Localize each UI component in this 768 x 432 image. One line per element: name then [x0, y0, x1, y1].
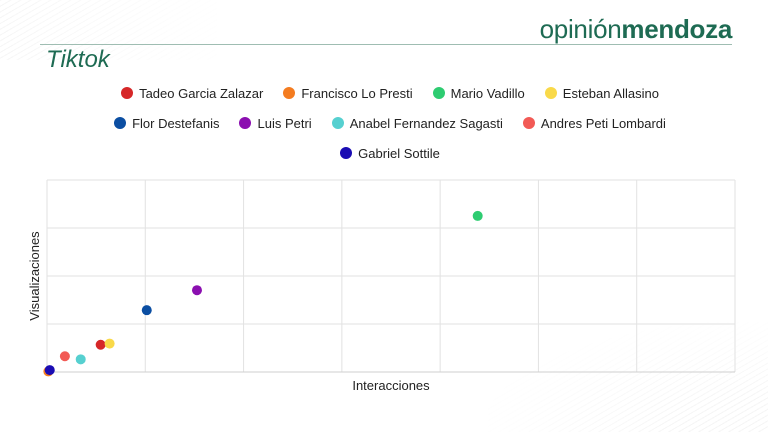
- data-point-tadeo-garcia-zalazar[interactable]: [95, 339, 106, 350]
- legend-marker-icon: [331, 117, 344, 129]
- data-point-anabel-fernandez-sagasti[interactable]: [75, 354, 86, 365]
- legend-item-gabriel-sottile[interactable]: Gabriel Sottile: [340, 144, 440, 162]
- legend-marker-icon: [283, 87, 296, 99]
- data-point-esteban-allasino[interactable]: [104, 338, 115, 349]
- legend-label: Andres Peti Lombardi: [540, 115, 666, 131]
- decorative-hatch-top-left: [0, 0, 230, 60]
- brand-logo-part2: mendoza: [621, 14, 732, 44]
- legend-label: Anabel Fernandez Sagasti: [349, 115, 503, 131]
- legend-marker-icon: [239, 117, 252, 129]
- legend-marker-icon: [432, 87, 445, 99]
- brand-logo-part1: opinión: [539, 14, 622, 44]
- legend-label: Francisco Lo Presti: [301, 85, 413, 101]
- plot-grid: [46, 179, 736, 373]
- legend-marker-icon: [114, 117, 127, 129]
- legend-label: Flor Destefanis: [132, 115, 220, 131]
- legend-item-tadeo-garcia-zalazar[interactable]: Tadeo Garcia Zalazar: [121, 84, 263, 102]
- data-point-mario-vadillo[interactable]: [472, 210, 483, 221]
- decorative-hatch-bottom-right: [488, 322, 768, 432]
- legend-item-mario-vadillo[interactable]: Mario Vadillo: [432, 84, 525, 102]
- legend-item-francisco-lo-presti[interactable]: Francisco Lo Presti: [283, 84, 413, 102]
- legend-marker-icon: [340, 147, 353, 159]
- brand-logo: opiniónmendoza: [539, 14, 733, 45]
- plot-points: [43, 210, 483, 377]
- legend-item-luis-petri[interactable]: Luis Petri: [239, 114, 312, 132]
- legend-item-esteban-allasino[interactable]: Esteban Allasino: [544, 84, 659, 102]
- chart-legend: Tadeo Garcia Zalazar Francisco Lo Presti M…: [60, 84, 720, 162]
- legend-item-flor-destefanis[interactable]: Flor Destefanis: [114, 114, 219, 132]
- legend-label: Gabriel Sottile: [358, 145, 440, 161]
- data-point-luis-petri[interactable]: [191, 285, 202, 296]
- data-point-andres-peti-lombardi[interactable]: [59, 351, 70, 362]
- y-axis-label: Visualizaciones: [27, 231, 42, 321]
- legend-item-anabel-fernandez-sagasti[interactable]: Anabel Fernandez Sagasti: [331, 114, 503, 132]
- legend-label: Luis Petri: [257, 115, 312, 131]
- chart-title: Tiktok: [46, 46, 110, 73]
- legend-label: Mario Vadillo: [450, 85, 525, 101]
- legend-item-andres-peti-lombardi[interactable]: Andres Peti Lombardi: [522, 114, 666, 132]
- legend-label: Tadeo Garcia Zalazar: [139, 85, 264, 101]
- x-axis-label: Interacciones: [352, 378, 430, 393]
- legend-label: Esteban Allasino: [562, 85, 659, 101]
- data-point-gabriel-sottile[interactable]: [44, 365, 55, 376]
- legend-marker-icon: [121, 87, 134, 99]
- data-point-flor-destefanis[interactable]: [141, 305, 152, 316]
- legend-marker-icon: [522, 117, 535, 129]
- legend-marker-icon: [544, 87, 557, 99]
- header-divider: [40, 44, 732, 45]
